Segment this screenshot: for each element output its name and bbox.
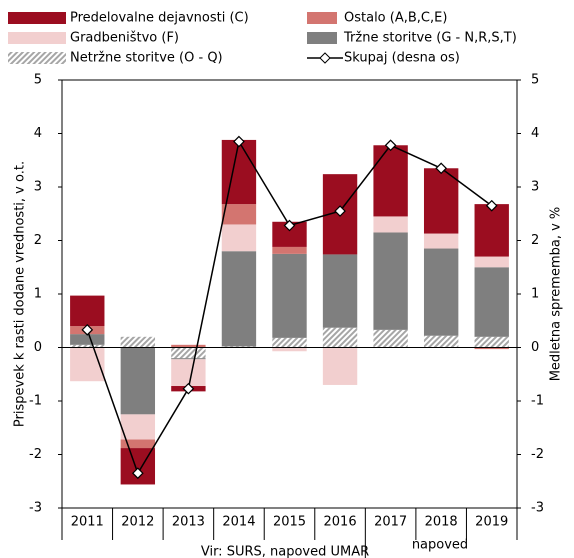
bar-segment bbox=[322, 327, 358, 348]
legend-swatch bbox=[8, 12, 66, 24]
bar-segment bbox=[373, 232, 408, 330]
y-tick-label: 3 bbox=[34, 180, 42, 195]
bar-segment bbox=[474, 347, 509, 350]
bar-segment bbox=[221, 346, 257, 348]
bar-segment bbox=[120, 336, 156, 348]
bar-segment bbox=[322, 254, 358, 328]
forecast-note: napoved bbox=[412, 538, 468, 553]
bar-segment bbox=[474, 204, 509, 257]
legend-label: Tržne storitve (G - N,R,S,T) bbox=[343, 31, 517, 46]
bar-segment bbox=[373, 329, 408, 348]
bar-segment bbox=[221, 204, 257, 225]
bar-segment bbox=[373, 145, 408, 217]
legend-swatch bbox=[8, 32, 66, 44]
bar-segment bbox=[221, 224, 257, 252]
line-marker bbox=[435, 162, 448, 175]
bar-segment bbox=[474, 267, 509, 337]
bar-segment bbox=[221, 139, 257, 205]
bar-segment bbox=[171, 344, 206, 348]
y2-tick-label: -3 bbox=[531, 501, 544, 516]
y2-axis-label: Medletna sprememba, v % bbox=[549, 207, 564, 382]
bar-segment bbox=[272, 347, 307, 352]
bar-segment bbox=[474, 256, 509, 268]
y-tick-label: 0 bbox=[34, 340, 42, 355]
bar-segment bbox=[221, 251, 257, 347]
y2-tick-label: 3 bbox=[531, 180, 539, 195]
y2-tick-label: 1 bbox=[531, 287, 539, 302]
x-tick-label: 2017 bbox=[374, 515, 407, 530]
bar-segment bbox=[70, 334, 105, 345]
y2-tick-label: -2 bbox=[531, 447, 544, 462]
x-tick-label: 2018 bbox=[425, 515, 458, 530]
legend-label: Predelovalne dejavnosti (C) bbox=[70, 11, 249, 26]
bar-segment bbox=[423, 335, 459, 348]
x-tick-label: 2015 bbox=[273, 515, 306, 530]
bar-segment bbox=[120, 439, 156, 449]
y-tick-label: -1 bbox=[29, 394, 42, 409]
bar-segment bbox=[322, 347, 358, 385]
bar-segment bbox=[171, 359, 206, 387]
line-marker bbox=[131, 467, 144, 480]
line-marker bbox=[384, 139, 397, 152]
y-tick-label: 5 bbox=[34, 73, 42, 88]
y-tick-label: -3 bbox=[29, 501, 42, 516]
bar-segment bbox=[373, 216, 408, 233]
line-marker bbox=[81, 323, 94, 336]
x-tick-label: 2012 bbox=[121, 515, 154, 530]
y2-tick-label: -1 bbox=[531, 394, 544, 409]
bar-segment bbox=[70, 344, 105, 348]
y2-tick-label: 4 bbox=[531, 126, 539, 141]
line-marker bbox=[233, 135, 245, 148]
y-axis-label: Prispevek k rasti dodane vrednosti, v o.… bbox=[13, 161, 28, 427]
line-marker bbox=[334, 205, 346, 217]
x-tick-label: 2016 bbox=[324, 515, 357, 530]
x-tick-label: 2011 bbox=[71, 515, 104, 530]
bar-segment bbox=[423, 168, 459, 234]
x-tick-label: 2019 bbox=[475, 515, 508, 530]
legend-label: Gradbeništvo (F) bbox=[70, 31, 179, 46]
legend-label: Skupaj (desna os) bbox=[344, 51, 460, 66]
bar-segment bbox=[423, 233, 459, 249]
y-tick-label: 2 bbox=[34, 233, 42, 248]
bar-segment bbox=[474, 336, 509, 348]
y-tick-label: -2 bbox=[29, 447, 42, 462]
y2-tick-label: 5 bbox=[531, 73, 539, 88]
bar-segment bbox=[70, 295, 105, 327]
bar-segment bbox=[171, 358, 206, 360]
y-tick-label: 4 bbox=[34, 126, 42, 141]
bar-segment bbox=[423, 248, 459, 336]
line-marker bbox=[485, 199, 498, 212]
x-tick-label: 2013 bbox=[172, 515, 205, 530]
bar-segment bbox=[272, 337, 307, 348]
legend-marker bbox=[319, 52, 331, 64]
y-tick-label: 1 bbox=[34, 287, 42, 302]
legend-swatch bbox=[8, 52, 66, 64]
legend-swatch bbox=[307, 12, 337, 24]
legend-label: Ostalo (A,B,C,E) bbox=[344, 11, 447, 26]
y2-tick-label: 2 bbox=[531, 233, 539, 248]
y2-tick-label: 0 bbox=[531, 340, 539, 355]
bar-segment bbox=[272, 246, 307, 254]
bar-segment bbox=[171, 347, 206, 359]
line-marker bbox=[283, 219, 296, 232]
bar-segment bbox=[120, 347, 156, 415]
source-note: Vir: SURS, napoved UMAR bbox=[201, 545, 369, 558]
legend-swatch bbox=[307, 32, 337, 44]
bar-segment bbox=[272, 253, 307, 338]
line-marker bbox=[182, 382, 195, 395]
bar-segment bbox=[120, 414, 156, 440]
legend-label: Netržne storitve (O - Q) bbox=[70, 51, 223, 66]
x-tick-label: 2014 bbox=[222, 515, 255, 530]
